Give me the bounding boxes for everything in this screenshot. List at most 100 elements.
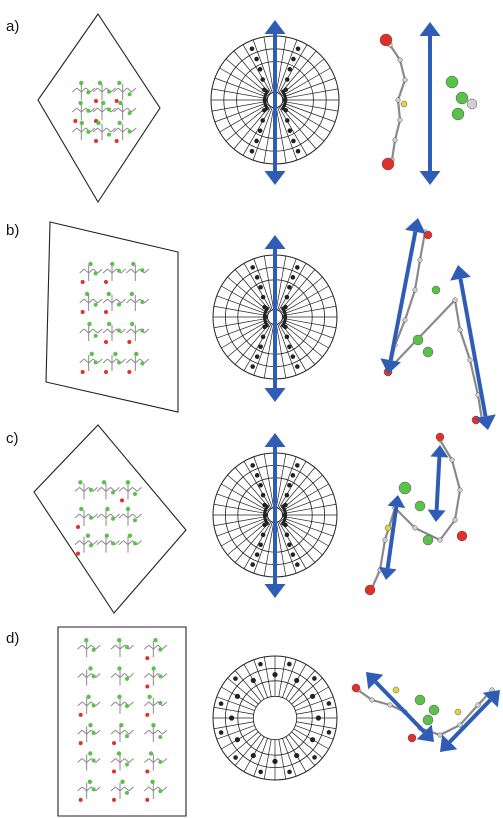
pole-point [260,334,266,340]
net-spoke [243,521,272,569]
bond [79,540,85,546]
bond [126,328,132,334]
arrow-head [419,171,441,185]
molecule-fragments [351,33,495,743]
net-spoke [263,324,275,379]
arrow-head [450,265,471,281]
net-spoke [213,305,268,317]
pole-point [272,758,278,765]
net-spoke [281,517,334,537]
pole-point [258,344,263,350]
oxygen-atom [114,99,119,103]
oxygen-atom [73,119,78,123]
bond [357,689,373,701]
bond [128,644,134,650]
bond [92,87,98,93]
net-spoke [227,276,270,313]
fluorine-atom [91,758,96,763]
net-spoke [263,255,275,310]
oxygen-atom [104,280,108,284]
bond [110,758,116,763]
bond [119,786,125,792]
fluorine-atom [125,645,129,650]
pole-point [291,138,296,144]
polar-stereographic-net [212,655,338,781]
carbon-atom [402,317,408,323]
pole-point [287,66,293,72]
bond [123,486,129,492]
bond [153,758,159,763]
bond [88,268,94,274]
fluorine-atom [88,751,93,756]
panel-label-a: a) [6,18,20,35]
bond [95,673,101,678]
fluorine-atom [158,674,163,679]
net-spoke [275,36,287,93]
net-spoke [233,50,271,95]
arrow-head [366,672,384,690]
fluorine-atom [118,100,123,106]
bond [144,298,150,304]
net-spoke [277,323,297,376]
net-spoke [253,456,273,509]
bond [458,329,472,361]
bond [453,299,462,331]
molecular-packing [79,261,150,374]
oxygen-atom [379,33,393,47]
bond [468,359,480,396]
net-spoke [253,258,273,311]
pole-cluster [263,504,270,526]
bond [153,673,159,678]
bond [110,729,116,735]
bond [77,673,83,678]
fluorine-atom [129,321,135,327]
bond [394,507,416,529]
bond [119,758,125,763]
carbon-atom [395,97,401,103]
bond [102,328,108,334]
fluorine-atom [451,107,465,121]
bond [76,107,82,113]
net-spoke [275,522,287,577]
bond [95,786,101,792]
pole-point [272,672,278,678]
net-spoke [278,323,307,371]
net-spoke [280,104,325,142]
molecule-fragment [364,432,468,596]
bond [126,87,132,93]
bond [102,268,108,274]
dipole-arrows [264,20,500,752]
bond [72,127,78,133]
fluorine-atom [86,129,91,134]
fluorine-atom [140,268,145,273]
arrow-head [264,171,286,185]
bond [413,259,422,291]
pole-point [283,107,289,113]
pole-point [233,676,238,681]
pole-point [295,463,300,468]
bond [86,758,92,763]
bond [130,298,136,304]
net-spoke [234,734,262,766]
fluorine-atom [133,492,137,497]
bond [128,701,134,707]
dipole-arrow [366,672,434,742]
bond [135,358,141,364]
fluorine-atom [422,714,434,726]
fluorine-atom [93,271,98,276]
net-spoke [263,36,275,93]
fluorine-atom [414,694,426,706]
fluorine-atom [133,518,137,523]
net-spoke [295,725,334,740]
bond [81,127,87,133]
fluorine-atom [127,111,132,116]
bond [107,328,113,334]
oxygen-atom [104,340,108,344]
pole-point [250,364,255,369]
net-spoke [280,474,323,511]
fluorine-atom [117,120,122,126]
bond [102,298,108,304]
pole-cluster [263,306,270,328]
carbon-atom [437,537,443,543]
bond [148,786,154,792]
